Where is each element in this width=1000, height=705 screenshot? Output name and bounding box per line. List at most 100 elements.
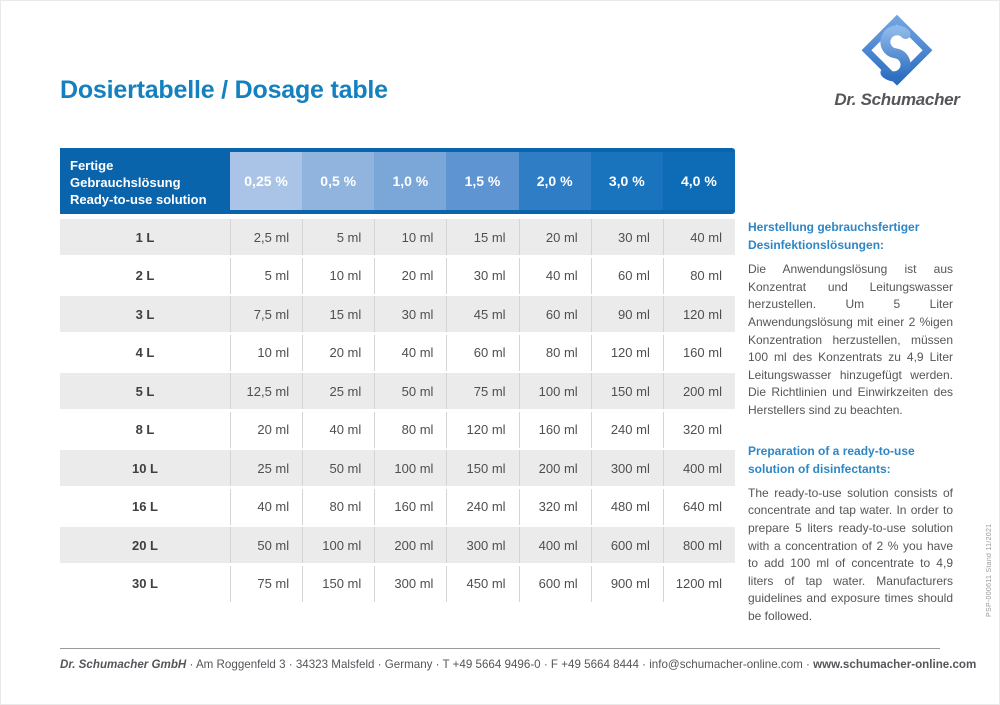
dose-value-cell: 40 ml — [662, 219, 735, 255]
sidebar-paragraph-de: Die Anwendungslösung ist aus Konzentrat … — [748, 262, 953, 417]
dose-value-cell: 20 ml — [230, 411, 302, 448]
table-header-row: Fertige Gebrauchslösung Ready-to-use sol… — [60, 148, 735, 214]
table-row-20L: 20 L 50 ml 100 ml 200 ml 300 ml 400 ml 600 ml 8… — [60, 527, 735, 563]
sidebar-spacer — [748, 420, 953, 442]
dose-value-cell: 100 ml — [374, 450, 446, 486]
dose-value-cell: 800 ml — [662, 527, 735, 563]
row-label: 1 L — [135, 229, 155, 245]
dose-value-cell: 900 ml — [590, 565, 663, 602]
dose-value-cell: 80 ml — [518, 334, 591, 371]
dose-value-cell: 40 ml — [302, 411, 374, 448]
header-col-1_5: 1,5 % — [446, 152, 519, 210]
dose-value-cell: 45 ml — [446, 296, 518, 332]
dose-value-cell: 400 ml — [662, 450, 735, 486]
dose-value-cell: 30 ml — [446, 257, 518, 294]
dose-value-cell: 50 ml — [302, 450, 374, 486]
dose-value-cell: 40 ml — [230, 488, 302, 525]
dose-value-cell: 150 ml — [302, 565, 374, 602]
dose-value-cell: 40 ml — [374, 334, 446, 371]
dose-value-cell: 2,5 ml — [230, 219, 302, 255]
footer-divider — [60, 648, 940, 649]
table-row-16L: 16 L 40 ml 80 ml 160 ml 240 ml 320 ml 480 ml 64… — [60, 488, 735, 525]
dose-value-cell: 300 ml — [374, 565, 446, 602]
dose-value-cell: 300 ml — [590, 450, 663, 486]
dose-value-cell: 10 ml — [302, 257, 374, 294]
dose-value-cell: 50 ml — [374, 373, 446, 409]
dose-value-cell: 5 ml — [302, 219, 374, 255]
dose-value-cell: 640 ml — [662, 488, 735, 525]
dose-value-cell: 80 ml — [662, 257, 735, 294]
row-label: 3 L — [135, 306, 155, 322]
dose-value-cell: 90 ml — [590, 296, 663, 332]
header-col-4_0: 4,0 % — [662, 152, 735, 210]
dose-value-cell: 30 ml — [374, 296, 446, 332]
dose-value-cell: 40 ml — [518, 257, 591, 294]
row-label: 16 L — [131, 499, 158, 514]
dose-value-cell: 20 ml — [302, 334, 374, 371]
dose-value-cell: 150 ml — [446, 450, 518, 486]
dose-value-cell: 120 ml — [662, 296, 735, 332]
dose-value-cell: 15 ml — [446, 219, 518, 255]
dose-value-cell: 600 ml — [590, 527, 663, 563]
dose-value-cell: 25 ml — [230, 450, 302, 486]
page-title: Dosiertabelle / Dosage table — [60, 76, 388, 104]
dose-value-cell: 100 ml — [518, 373, 591, 409]
dose-value-cell: 200 ml — [374, 527, 446, 563]
table-row-1L: 1 L 2,5 ml 5 ml 10 ml 15 ml 20 ml 30 ml 40 ml — [60, 219, 735, 255]
dose-value-cell: 25 ml — [302, 373, 374, 409]
dose-value-cell: 240 ml — [446, 488, 518, 525]
sidebar-paragraph-en: The ready-to-use solution consists of co… — [748, 485, 953, 623]
footer: Dr. Schumacher GmbH · Am Roggenfeld 3 · … — [60, 658, 976, 671]
dose-value-cell: 75 ml — [446, 373, 518, 409]
dose-value-cell: 300 ml — [446, 527, 518, 563]
dose-value-cell: 320 ml — [662, 411, 735, 448]
dose-value-cell: 100 ml — [302, 527, 374, 563]
header-col-2_0: 2,0 % — [518, 152, 591, 210]
brand-name: Dr. Schumacher — [834, 90, 960, 109]
table-header-label: Fertige Gebrauchslösung Ready-to-use sol… — [70, 158, 207, 207]
dose-value-cell: 50 ml — [230, 527, 302, 563]
table-row-8L: 8 L 20 ml 40 ml 80 ml 120 ml 160 ml 240 ml 320 … — [60, 411, 735, 448]
dosage-table: Fertige Gebrauchslösung Ready-to-use sol… — [60, 148, 735, 604]
dose-value-cell: 80 ml — [374, 411, 446, 448]
footer-website: www.schumacher-online.com — [813, 658, 977, 671]
dose-value-cell: 60 ml — [590, 257, 663, 294]
document-reference-note: PSP-000611 Stand 11/2021 — [986, 523, 993, 617]
dose-value-cell: 200 ml — [662, 373, 735, 409]
dose-value-cell: 7,5 ml — [230, 296, 302, 332]
dose-value-cell: 240 ml — [590, 411, 663, 448]
table-row-4L: 4 L 10 ml 20 ml 40 ml 60 ml 80 ml 120 ml 160 ml — [60, 334, 735, 371]
row-label: 30 L — [131, 576, 158, 591]
dose-value-cell: 10 ml — [374, 219, 446, 255]
table-row-5L: 5 L 12,5 ml 25 ml 50 ml 75 ml 100 ml 150 ml 200… — [60, 373, 735, 409]
dose-value-cell: 160 ml — [374, 488, 446, 525]
dose-value-cell: 15 ml — [302, 296, 374, 332]
dose-value-cell: 12,5 ml — [230, 373, 302, 409]
dose-value-cell: 400 ml — [518, 527, 591, 563]
row-label: 2 L — [135, 268, 155, 283]
dose-value-cell: 1200 ml — [662, 565, 735, 602]
header-col-1_0: 1,0 % — [374, 152, 447, 210]
sidebar-heading-de: Herstellung gebrauchsfertiger Desinfekti… — [748, 220, 920, 252]
dose-value-cell: 60 ml — [446, 334, 518, 371]
row-label: 20 L — [131, 537, 158, 553]
dose-value-cell: 160 ml — [518, 411, 591, 448]
sidebar: Herstellung gebrauchsfertiger Desinfekti… — [748, 218, 953, 626]
dose-value-cell: 160 ml — [662, 334, 735, 371]
dose-value-cell: 5 ml — [230, 257, 302, 294]
dose-value-cell: 120 ml — [446, 411, 518, 448]
dose-value-cell: 10 ml — [230, 334, 302, 371]
dose-value-cell: 75 ml — [230, 565, 302, 602]
table-row-30L: 30 L 75 ml 150 ml 300 ml 450 ml 600 ml 900 ml 1… — [60, 565, 735, 602]
table-row-2L: 2 L 5 ml 10 ml 20 ml 30 ml 40 ml 60 ml 80 ml — [60, 257, 735, 294]
row-label: 4 L — [135, 345, 155, 360]
dose-value-cell: 150 ml — [590, 373, 663, 409]
row-label: 5 L — [135, 383, 155, 399]
dose-value-cell: 120 ml — [590, 334, 663, 371]
table-row-10L: 10 L 25 ml 50 ml 100 ml 150 ml 200 ml 300 ml 40… — [60, 450, 735, 486]
footer-company-name: Dr. Schumacher GmbH — [60, 658, 187, 671]
header-col-3_0: 3,0 % — [590, 152, 663, 210]
dose-value-cell: 480 ml — [590, 488, 663, 525]
dose-value-cell: 450 ml — [446, 565, 518, 602]
